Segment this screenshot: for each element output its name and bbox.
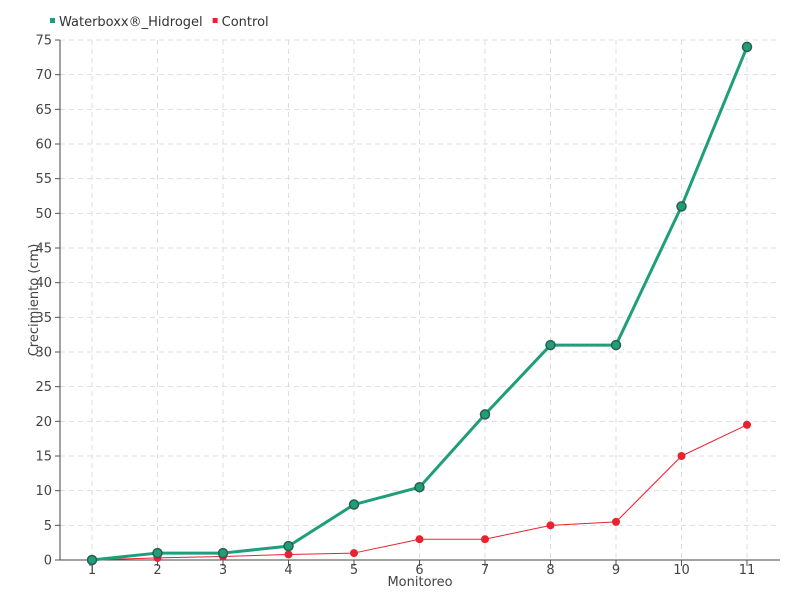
x-tick-label: 11 — [739, 563, 756, 578]
x-tick-label: 1 — [88, 563, 96, 578]
legend-label: Control — [222, 15, 269, 30]
y-tick-label: 5 — [44, 519, 52, 534]
x-tick-label: 2 — [153, 563, 161, 578]
y-axis-title: Crecimiento (cm) — [27, 244, 42, 357]
x-tick-label: 5 — [350, 563, 358, 578]
legend-label: Waterboxx®_Hidrogel — [59, 15, 203, 30]
legend-swatch — [50, 18, 55, 23]
data-point — [283, 540, 294, 552]
x-axis-title: Monitoreo — [387, 575, 452, 590]
legend-item: Control — [212, 15, 269, 30]
series-waterboxx-hidrogel — [86, 41, 753, 566]
data-point — [415, 535, 424, 544]
x-tick-label: 6 — [415, 563, 423, 578]
data-point — [217, 547, 229, 559]
y-tick-label: 25 — [35, 380, 52, 395]
y-tick-label: 20 — [35, 415, 52, 430]
data-point — [414, 481, 425, 493]
y-tick-label: 40 — [35, 276, 52, 291]
data-point — [86, 554, 98, 566]
y-tick-label: 65 — [35, 103, 52, 118]
data-point — [479, 409, 491, 420]
legend-item: Waterboxx®_Hidrogel — [50, 15, 203, 30]
series-control — [88, 420, 751, 564]
legend: Waterboxx®_Hidrogel Control — [50, 15, 269, 30]
y-tick-label: 70 — [35, 68, 52, 83]
data-point — [152, 547, 163, 559]
y-tick-label: 10 — [35, 484, 52, 499]
data-point — [743, 420, 751, 429]
data-point — [481, 535, 489, 544]
data-point — [610, 339, 622, 351]
x-tick-label: 7 — [481, 563, 489, 578]
y-tick-label: 60 — [35, 138, 52, 153]
y-tick-label: 35 — [35, 311, 52, 326]
legend-swatch — [212, 18, 218, 23]
y-tick-label: 55 — [35, 172, 52, 187]
data-point — [284, 550, 293, 559]
data-point — [350, 549, 358, 558]
y-tick-label: 75 — [35, 34, 52, 49]
y-tick-label: 45 — [35, 242, 52, 257]
y-tick-label: 0 — [44, 554, 52, 569]
data-point — [348, 499, 360, 510]
data-point — [741, 41, 753, 53]
grid — [60, 39, 780, 560]
y-tick-label: 50 — [35, 207, 52, 222]
data-point — [676, 201, 687, 212]
x-tick-label: 3 — [219, 563, 227, 578]
data-point — [612, 517, 620, 526]
x-tick-label: 9 — [612, 563, 620, 578]
y-tick-label: 30 — [35, 346, 52, 361]
data-point — [546, 521, 555, 530]
x-tick-label: 8 — [546, 563, 554, 578]
series — [86, 41, 753, 566]
data-point — [545, 339, 556, 351]
x-tick-label: 10 — [673, 563, 690, 578]
x-tick-label: 4 — [284, 563, 292, 578]
data-point — [677, 452, 686, 460]
y-tick-label: 15 — [35, 450, 52, 465]
axes — [55, 39, 780, 566]
